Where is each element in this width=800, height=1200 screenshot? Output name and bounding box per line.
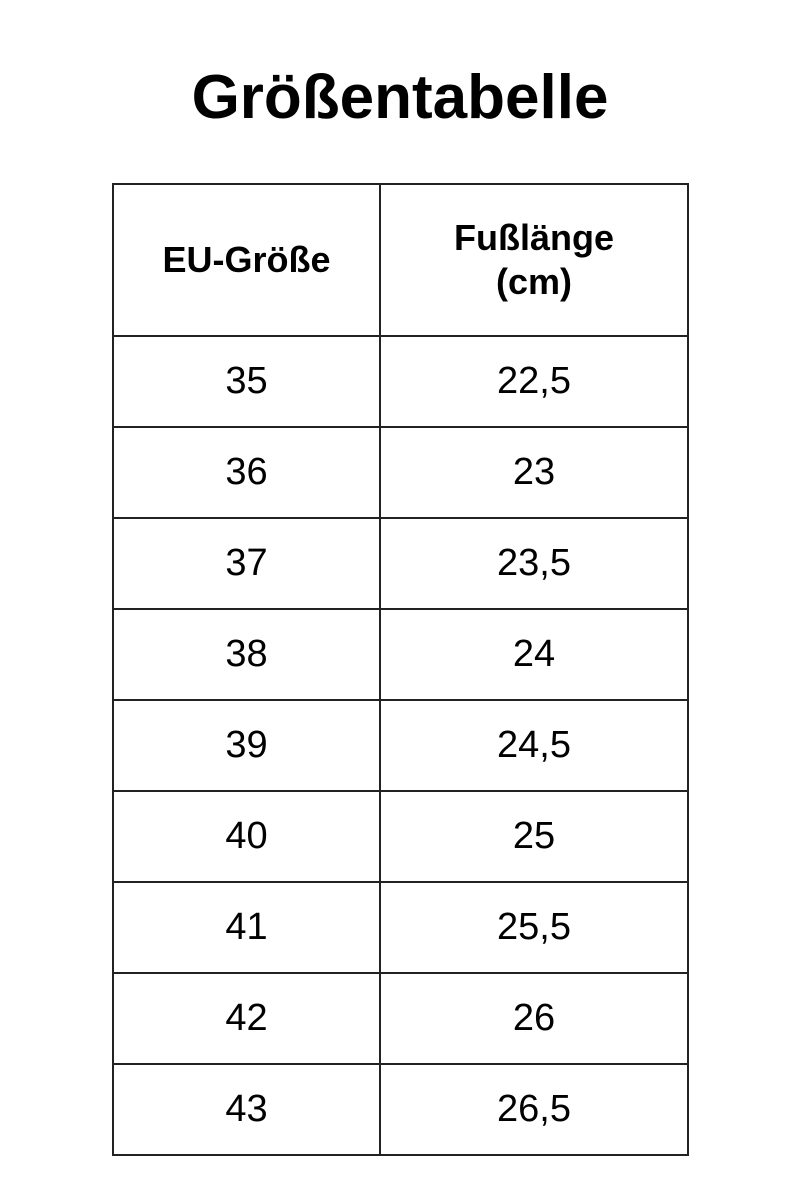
table-row: 42 26 (112, 972, 689, 1065)
eu-size-cell: 40 (112, 790, 381, 883)
table-row: 38 24 (112, 608, 689, 701)
foot-length-cell: 22,5 (379, 335, 689, 428)
foot-length-cell: 24,5 (379, 699, 689, 792)
page-title: Größentabelle (191, 63, 609, 132)
foot-length-cell: 25 (379, 790, 689, 883)
eu-size-cell: 43 (112, 1063, 381, 1156)
foot-length-cell: 23,5 (379, 517, 689, 610)
table-row: 37 23,5 (112, 517, 689, 610)
header-foot-length: Fußlänge (cm) (379, 183, 689, 337)
table-row: 35 22,5 (112, 335, 689, 428)
eu-size-cell: 36 (112, 426, 381, 519)
eu-size-cell: 39 (112, 699, 381, 792)
table-row: 43 26,5 (112, 1063, 689, 1156)
foot-length-cell: 23 (379, 426, 689, 519)
table-row: 41 25,5 (112, 881, 689, 974)
header-foot-length-line1: Fußlänge (454, 217, 614, 258)
table-row: 39 24,5 (112, 699, 689, 792)
header-row: EU-Größe Fußlänge (cm) (112, 183, 689, 337)
eu-size-cell: 35 (112, 335, 381, 428)
table-row: 36 23 (112, 426, 689, 519)
eu-size-cell: 41 (112, 881, 381, 974)
size-table: EU-Größe Fußlänge (cm) 35 22,5 36 23 37 23,5 38… (112, 183, 689, 1156)
foot-length-cell: 26,5 (379, 1063, 689, 1156)
table-row: 40 25 (112, 790, 689, 883)
foot-length-cell: 25,5 (379, 881, 689, 974)
foot-length-cell: 26 (379, 972, 689, 1065)
eu-size-cell: 37 (112, 517, 381, 610)
eu-size-cell: 38 (112, 608, 381, 701)
foot-length-cell: 24 (379, 608, 689, 701)
eu-size-cell: 42 (112, 972, 381, 1065)
header-eu-size: EU-Größe (112, 183, 381, 337)
header-foot-length-line2: (cm) (495, 261, 572, 302)
